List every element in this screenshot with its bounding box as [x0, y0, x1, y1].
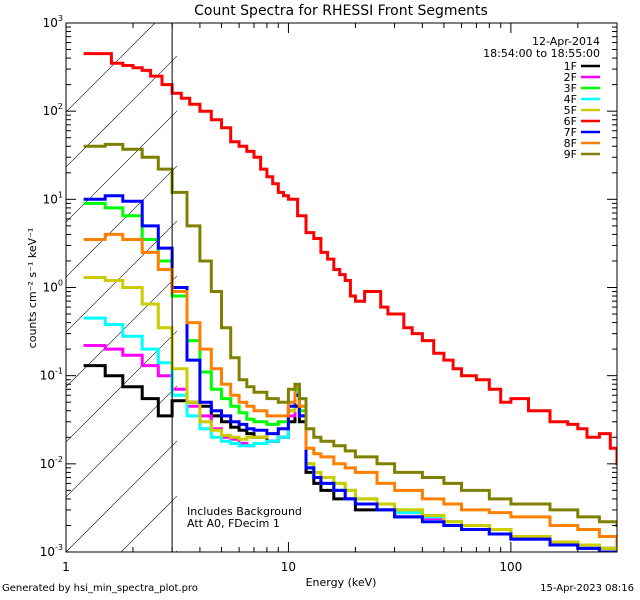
series-line-2F: [83, 344, 617, 552]
legend-label: 1F: [564, 60, 577, 73]
y-tick-label: 10-1: [40, 367, 63, 383]
hatch-line: [396, 23, 640, 552]
legend-label: 4F: [564, 93, 577, 106]
chart-title: Count Spectra for RHESSI Front Segments: [194, 3, 488, 19]
x-tick-label: 10: [281, 560, 296, 574]
date-label: 12-Apr-2014: [532, 35, 600, 48]
legend-label: 6F: [564, 115, 577, 128]
x-tick-label: 1: [62, 560, 70, 574]
axes: 1 10 100 10-3 10-2 10-1 100 101 102 103: [40, 14, 618, 574]
y-tick-label: 10-3: [40, 543, 63, 559]
plot-frame: [65, 22, 618, 553]
series-line-7F: [83, 194, 617, 552]
y-tick-label: 102: [43, 102, 63, 118]
annotation-background: Includes Background: [187, 505, 302, 518]
legend-label: 2F: [564, 71, 577, 84]
hatch-line: [66, 275, 177, 388]
series-line-8F: [83, 232, 617, 547]
hatch-line: [341, 23, 640, 552]
legend-label: 5F: [564, 104, 577, 117]
series-line-1F: [83, 364, 617, 552]
hatch-line: [66, 110, 177, 223]
series-line-6F: [83, 52, 617, 466]
series-layer: [83, 52, 617, 552]
time-range-label: 18:54:00 to 18:55:00: [483, 47, 600, 60]
legend-label: 8F: [564, 137, 577, 150]
legend-label: 9F: [564, 148, 577, 161]
annotation-attenuator: Att A0, FDecim 1: [187, 517, 280, 530]
y-tick-label: 103: [43, 14, 63, 30]
x-tick-label: 100: [499, 560, 522, 574]
y-axis-label: counts cm⁻² s⁻¹ keV⁻¹: [26, 228, 39, 349]
legend-label: 3F: [564, 82, 577, 95]
y-tick-label: 100: [43, 279, 63, 295]
hatch-line: [66, 220, 177, 333]
hatch-line: [66, 55, 177, 168]
x-axis-label: Energy (keV): [306, 576, 377, 589]
hatch-line: [286, 23, 640, 552]
legend-label: 7F: [564, 126, 577, 139]
hatch-line: [616, 23, 640, 552]
generated-by-label: Generated by hsi_min_spectra_plot.pro: [2, 583, 198, 594]
y-tick-label: 101: [43, 190, 63, 206]
hatch-line: [66, 385, 177, 498]
hatch-line: [231, 23, 640, 552]
timestamp-label: 15-Apr-2023 08:16: [540, 583, 634, 594]
hatch-line: [120, 495, 177, 552]
y-tick-label: 10-2: [40, 455, 63, 471]
hatch-line: [66, 440, 177, 552]
series-line-9F: [83, 142, 617, 527]
